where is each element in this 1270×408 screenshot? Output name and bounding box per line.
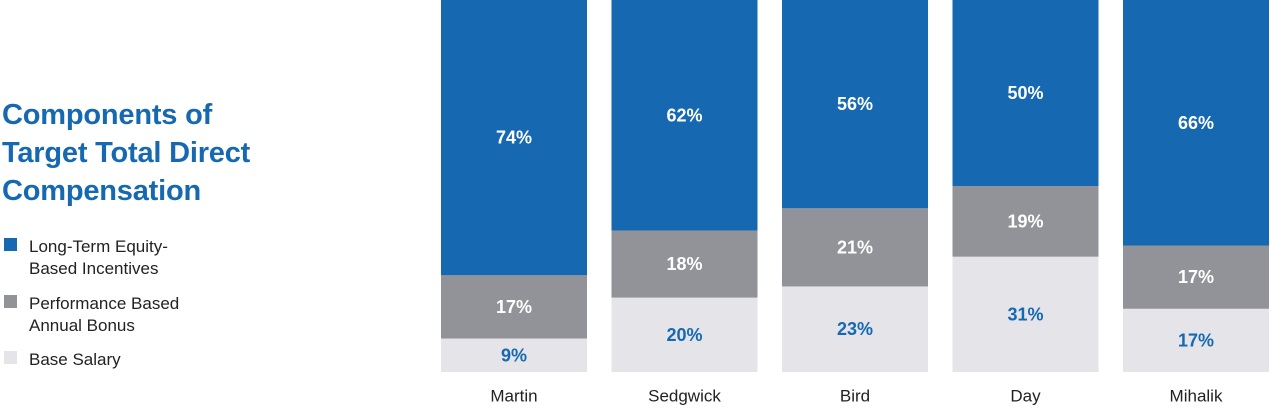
category-label-mihalik: Mihalik — [1170, 387, 1223, 406]
bar-segment-equity-martin — [441, 0, 587, 276]
data-label-bonus-sedgwick: 18% — [666, 254, 702, 274]
legend-item-salary: Base Salary — [4, 349, 229, 371]
bar-segment-salary-martin — [441, 338, 587, 372]
data-label-salary-mihalik: 17% — [1178, 330, 1214, 350]
bar-segment-salary-bird — [782, 286, 928, 372]
category-label-day: Day — [1010, 387, 1041, 406]
data-label-bonus-bird: 21% — [837, 237, 873, 257]
bar-segment-bonus-day — [952, 186, 1099, 257]
category-label-sedgwick: Sedgwick — [648, 387, 721, 406]
chart-title: Components of Target Total Direct Compen… — [2, 96, 332, 210]
legend-label-bonus-line-2: Annual Bonus — [29, 316, 135, 335]
bar-segment-salary-sedgwick — [611, 297, 758, 372]
bar-segment-salary-day — [952, 256, 1099, 372]
legend-item-equity: Long-Term Equity- Based Incentives — [4, 236, 229, 280]
category-label-bird: Bird — [840, 387, 870, 406]
data-label-equity-bird: 56% — [837, 94, 873, 114]
legend-swatch-equity — [4, 238, 17, 251]
legend-label-equity: Long-Term Equity- Based Incentives — [29, 236, 229, 280]
data-label-salary-bird: 23% — [837, 319, 873, 339]
legend-swatch-salary — [4, 351, 17, 364]
bar-segment-bonus-bird — [782, 208, 928, 287]
category-label-martin: Martin — [490, 387, 537, 406]
data-label-equity-mihalik: 66% — [1178, 113, 1214, 133]
legend-label-equity-line-2: Based Incentives — [29, 259, 159, 278]
bar-segment-salary-mihalik — [1123, 308, 1269, 372]
legend-label-equity-line-1: Long-Term Equity- — [29, 237, 168, 256]
chart-title-line-3: Compensation — [2, 175, 201, 207]
data-label-equity-sedgwick: 62% — [666, 105, 702, 125]
chart-title-line-2: Target Total Direct — [2, 137, 251, 169]
bar-segment-bonus-mihalik — [1123, 245, 1269, 309]
chart-title-line-1: Components of — [2, 99, 213, 131]
bar-segment-equity-day — [952, 0, 1099, 186]
legend-label-bonus: Performance Based Annual Bonus — [29, 293, 229, 337]
data-label-equity-day: 50% — [1007, 83, 1043, 103]
legend-label-salary: Base Salary — [29, 349, 229, 371]
legend-label-salary-line-1: Base Salary — [29, 350, 121, 369]
data-label-salary-martin: 9% — [501, 345, 527, 365]
bar-segment-bonus-sedgwick — [611, 230, 758, 298]
data-label-equity-martin: 74% — [496, 128, 532, 148]
data-label-bonus-mihalik: 17% — [1178, 267, 1214, 287]
data-label-bonus-day: 19% — [1007, 211, 1043, 231]
data-label-salary-day: 31% — [1007, 304, 1043, 324]
bar-segment-equity-sedgwick — [611, 0, 758, 231]
bar-segment-bonus-martin — [441, 275, 587, 339]
bar-segment-equity-bird — [782, 0, 928, 209]
data-label-bonus-martin: 17% — [496, 297, 532, 317]
legend-item-bonus: Performance Based Annual Bonus — [4, 293, 229, 337]
legend-label-bonus-line-1: Performance Based — [29, 294, 180, 313]
legend-swatch-bonus — [4, 295, 17, 308]
data-label-salary-sedgwick: 20% — [666, 325, 702, 345]
bar-segment-equity-mihalik — [1123, 0, 1269, 246]
